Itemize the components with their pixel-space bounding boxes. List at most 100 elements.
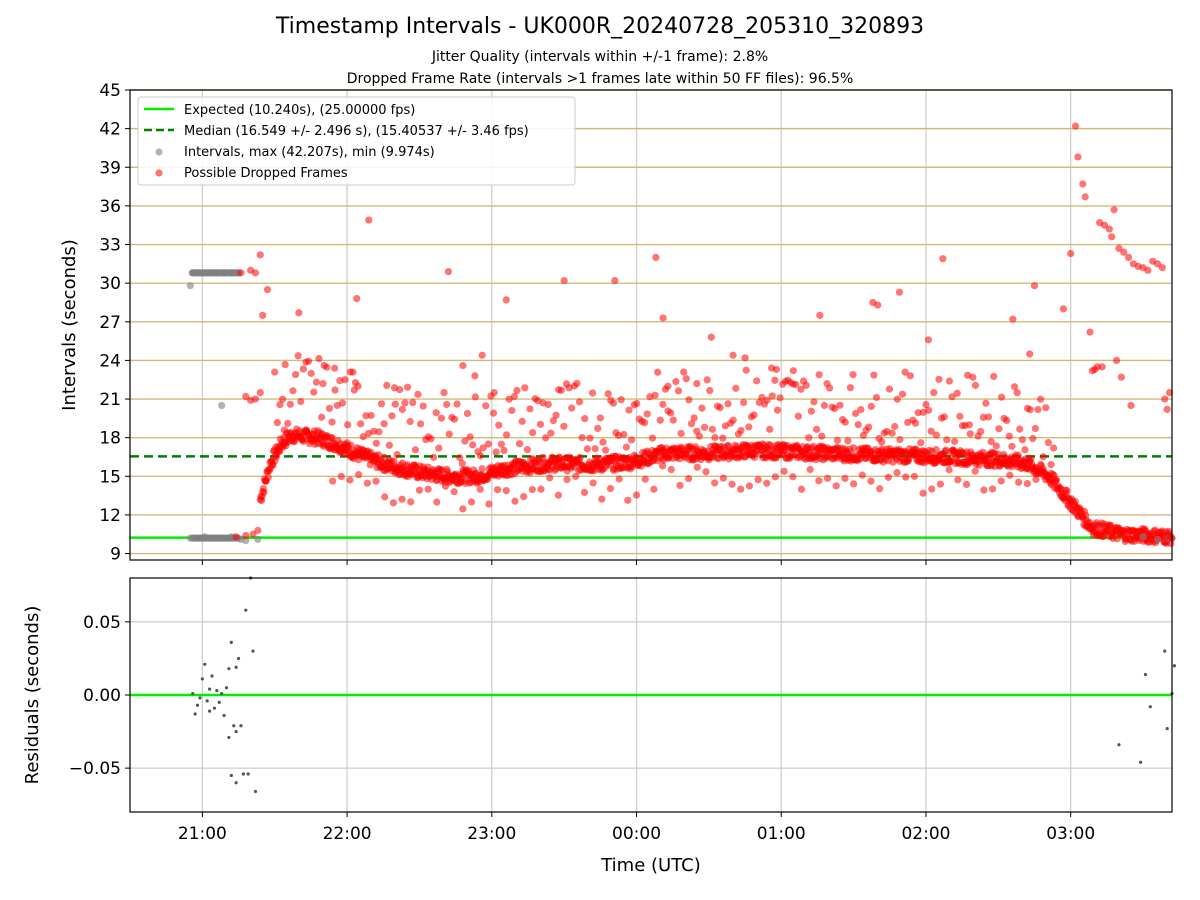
bottom-y-tick-label: 0.00 <box>83 686 121 706</box>
dropped-frame-point <box>682 375 690 383</box>
dropped-frame-point <box>1050 444 1058 452</box>
residual-point <box>1143 672 1148 677</box>
legend-median-label: Median (16.549 +/- 2.496 s), (15.40537 +… <box>184 124 529 139</box>
dropped-frame-point <box>445 430 453 438</box>
dropped-frame-point <box>919 489 927 497</box>
dropped-frame-point <box>1031 424 1039 433</box>
dropped-frame-point <box>806 465 814 474</box>
dropped-frame-point <box>711 479 719 487</box>
dropped-frame-point <box>977 427 985 436</box>
dropped-frame-point <box>1003 416 1011 425</box>
dropped-frame-point <box>1059 305 1068 313</box>
dropped-frame-point <box>939 255 947 263</box>
dropped-frame-rate-subtitle: Dropped Frame Rate (intervals >1 frames … <box>346 71 854 87</box>
interval-point <box>254 535 262 543</box>
dropped-frame-point <box>815 371 823 379</box>
dropped-frame-point <box>1161 395 1169 403</box>
dropped-frame-point <box>797 385 805 393</box>
dropped-frame-point <box>398 495 406 503</box>
residual-point <box>234 729 238 734</box>
dropped-frame-point <box>328 418 336 426</box>
residual-point <box>224 686 229 690</box>
dropped-frame-point <box>891 422 899 431</box>
dropped-frame-point <box>469 441 477 449</box>
residual-point <box>232 724 236 728</box>
dropped-frame-point <box>794 412 802 420</box>
top-y-tick-label: 42 <box>99 120 121 140</box>
dropped-frame-point <box>928 485 936 493</box>
top-y-tick-label: 15 <box>99 467 121 487</box>
dropped-frame-point <box>444 267 452 276</box>
dropped-frame-point <box>440 389 448 397</box>
dropped-frame-point <box>459 505 467 513</box>
dropped-frame-point <box>606 484 615 493</box>
dropped-frame-point <box>664 382 672 390</box>
dropped-frame-point <box>818 432 826 440</box>
dropped-frame-point <box>463 409 472 418</box>
dropped-frame-point <box>971 381 980 389</box>
dropped-frame-point <box>508 406 516 415</box>
dropped-frame-point <box>893 468 901 477</box>
dropped-frame-point <box>485 500 493 508</box>
dropped-frame-point <box>419 402 427 410</box>
dropped-frame-point <box>1127 401 1135 410</box>
dropped-frame-point <box>997 477 1005 485</box>
bottom-plot-ticks: 21:00 22:00 23:00 00:00 01:00 02:00 03:00 −0.05… <box>69 613 1095 844</box>
dropped-frame-point <box>251 269 260 277</box>
dropped-frame-point <box>789 473 797 481</box>
dropped-frame-point <box>902 473 910 481</box>
dropped-frame-point <box>852 409 860 418</box>
dropped-frame-point <box>857 406 865 414</box>
dropped-frame-point <box>1032 475 1040 484</box>
dropped-frame-point <box>754 476 762 484</box>
dropped-frame-point <box>407 498 415 506</box>
dropped-frame-point <box>601 446 610 454</box>
dropped-frame-point <box>737 485 745 493</box>
x-tick-label: 01:00 <box>757 824 806 844</box>
dropped-frame-point <box>232 533 240 541</box>
dropped-frame-point <box>542 434 550 442</box>
dropped-frame-point <box>459 361 467 370</box>
dropped-frame-point <box>557 386 565 394</box>
dropped-frame-point <box>552 411 560 419</box>
dropped-frame-point <box>942 446 950 454</box>
dropped-frame-point <box>500 446 508 455</box>
dropped-frame-point <box>458 459 466 467</box>
dropped-frame-point <box>588 389 597 397</box>
dropped-frame-point <box>377 400 386 408</box>
dropped-frame-point <box>780 467 788 475</box>
dropped-frame-point <box>680 368 688 376</box>
dropped-frame-point <box>273 419 281 427</box>
interval-point <box>1139 533 1147 541</box>
dropped-frame-point <box>411 446 419 454</box>
dropped-frame-point <box>461 437 469 445</box>
dropped-frame-point <box>669 416 677 424</box>
residual-point <box>200 677 204 681</box>
x-tick-label: 21:00 <box>178 824 227 844</box>
dropped-frame-point <box>349 368 357 376</box>
dropped-frame-point <box>260 488 268 497</box>
dropped-frame-point <box>1163 405 1171 413</box>
dropped-frame-point <box>375 428 383 436</box>
legend-box <box>137 96 576 186</box>
dropped-frame-point <box>1005 432 1013 440</box>
dropped-frame-point <box>433 498 441 506</box>
dropped-frame-point <box>654 368 662 376</box>
dropped-frame-point <box>286 400 294 408</box>
dropped-frame-point <box>831 404 839 413</box>
residual-point <box>236 656 241 661</box>
dropped-frame-point <box>849 370 857 379</box>
dropped-frame-point <box>1165 389 1174 397</box>
dropped-frame-point <box>1026 406 1034 414</box>
dropped-frame-point <box>264 473 272 481</box>
dropped-frame-point <box>797 485 806 493</box>
dropped-frame-point <box>724 400 732 408</box>
dropped-frame-point <box>854 421 862 429</box>
dropped-frame-point <box>656 416 664 424</box>
residual-point <box>193 712 197 716</box>
dropped-frame-point <box>391 400 399 408</box>
dropped-frame-point <box>1026 350 1034 358</box>
x-axis-label-time: Time (UTC) <box>600 855 701 876</box>
top-y-tick-label: 33 <box>99 236 121 256</box>
